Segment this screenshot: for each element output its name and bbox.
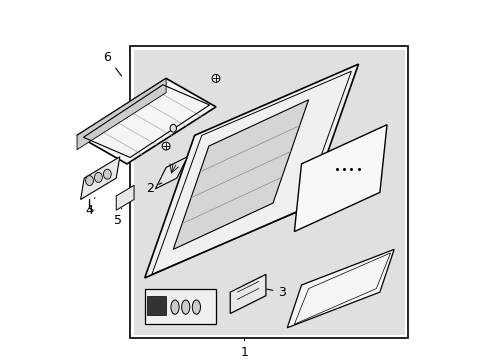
Text: 4: 4 [85, 198, 95, 217]
Text: 6: 6 [103, 50, 122, 76]
Bar [144, 289, 216, 324]
Polygon shape [144, 64, 358, 278]
Ellipse shape [103, 169, 111, 179]
Ellipse shape [171, 300, 179, 314]
Polygon shape [230, 274, 265, 314]
Polygon shape [77, 78, 216, 164]
Polygon shape [116, 185, 134, 210]
Bar [130, 46, 407, 338]
Polygon shape [155, 157, 187, 189]
Polygon shape [77, 78, 166, 150]
Ellipse shape [85, 176, 93, 186]
Ellipse shape [181, 300, 189, 314]
Ellipse shape [212, 75, 220, 82]
Ellipse shape [192, 300, 200, 314]
Text: 5: 5 [114, 208, 122, 228]
Text: 2: 2 [145, 182, 162, 195]
Polygon shape [294, 125, 386, 231]
Polygon shape [286, 249, 393, 328]
Bar [146, 296, 166, 315]
Ellipse shape [170, 124, 176, 132]
Polygon shape [81, 157, 120, 199]
Ellipse shape [162, 142, 170, 150]
Polygon shape [173, 100, 308, 249]
Text: 1: 1 [240, 339, 248, 359]
Ellipse shape [94, 172, 102, 183]
Text: 3: 3 [266, 285, 285, 299]
Bar [134, 50, 404, 335]
